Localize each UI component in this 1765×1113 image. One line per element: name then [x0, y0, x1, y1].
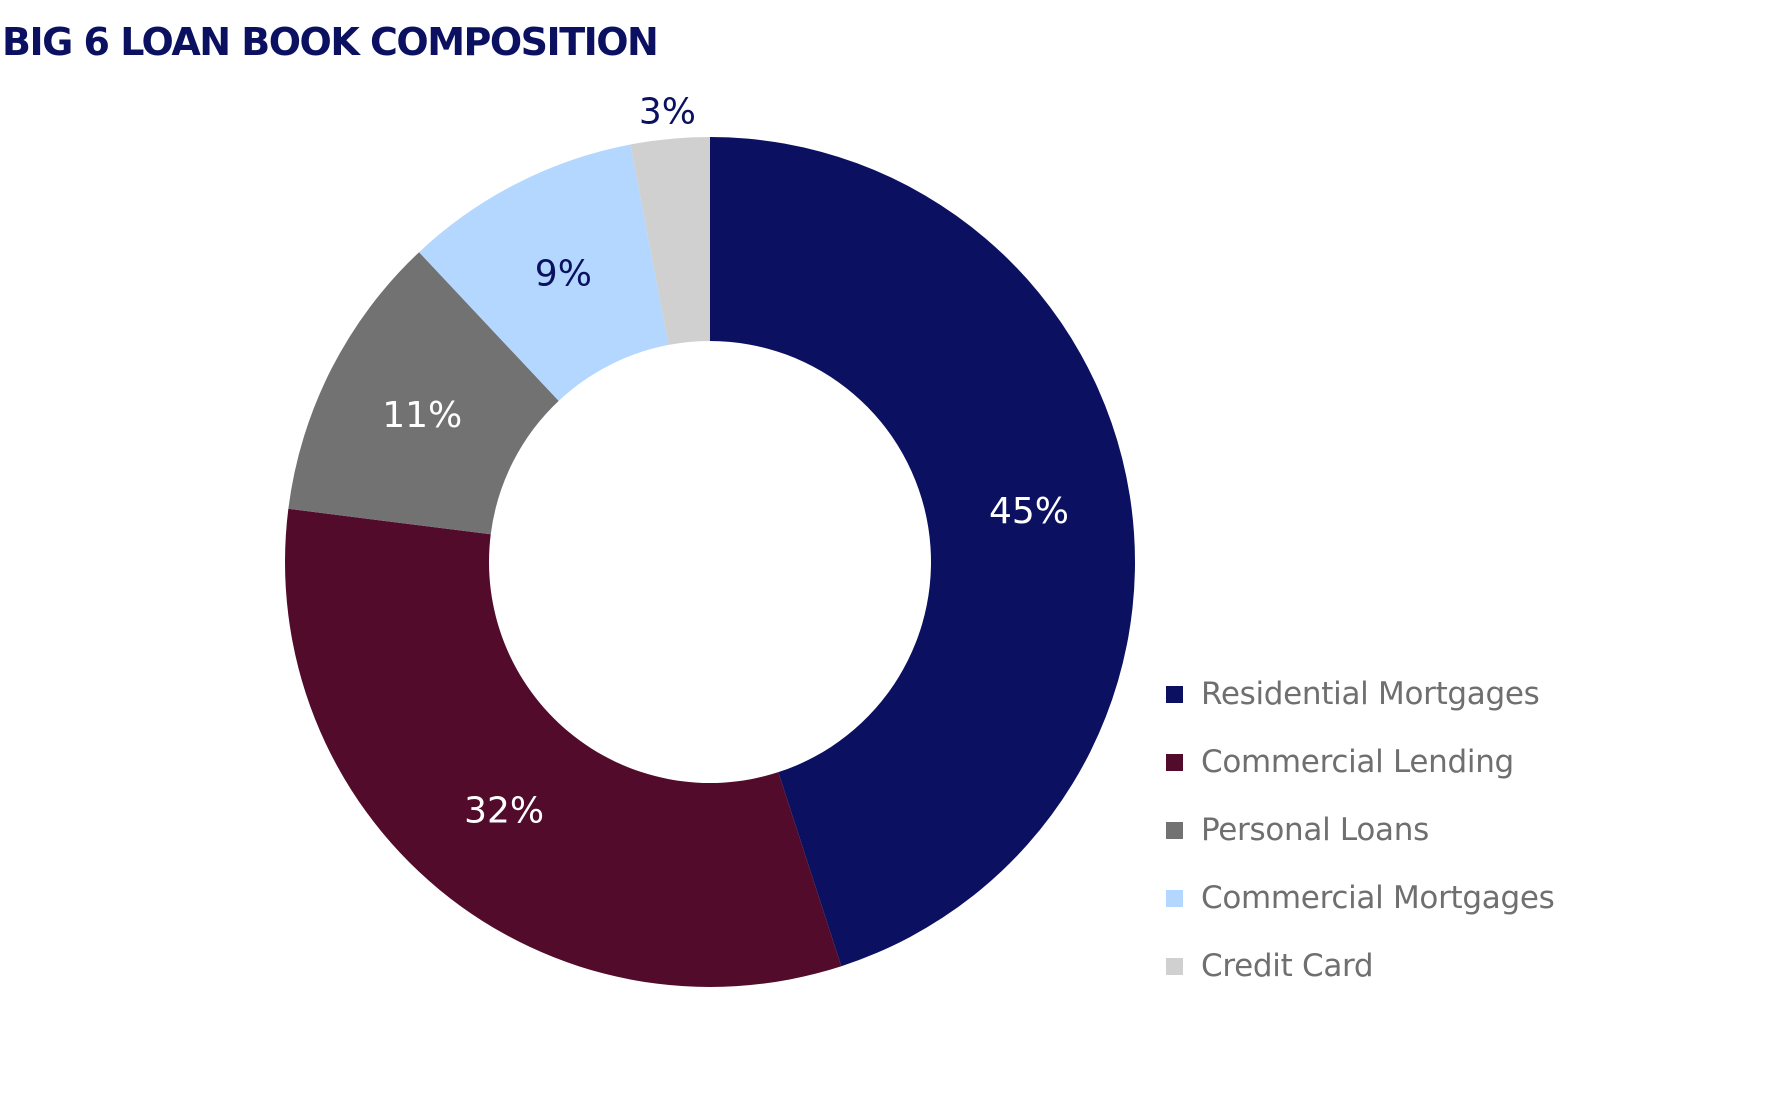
- data-label-personal-loans: 11%: [382, 395, 462, 436]
- legend-label-credit-card: Credit Card: [1201, 948, 1374, 984]
- legend-label-commercial-mortgages: Commercial Mortgages: [1201, 880, 1555, 916]
- data-label-commercial-mortgages: 9%: [535, 254, 592, 295]
- legend-label-personal-loans: Personal Loans: [1201, 812, 1429, 848]
- legend-item-personal-loans: Personal Loans: [1166, 796, 1554, 864]
- slice-residential-mortgages: [710, 137, 1135, 967]
- slice-commercial-lending: [285, 508, 842, 987]
- legend-item-commercial-mortgages: Commercial Mortgages: [1166, 864, 1555, 932]
- legend-swatch-residential-mortgages: [1166, 685, 1183, 703]
- slice-personal-loans: [288, 252, 559, 535]
- legend-swatch-commercial-lending: [1166, 753, 1183, 771]
- donut-data-labels: 45% 32% 11% 9% 3%: [382, 92, 1069, 832]
- chart-title: BIG 6 LOAN BOOK COMPOSITION: [2, 20, 659, 64]
- legend-swatch-personal-loans: [1166, 821, 1183, 839]
- legend-label-residential-mortgages: Residential Mortgages: [1201, 676, 1540, 712]
- legend-swatch-commercial-mortgages: [1166, 889, 1183, 907]
- legend-label-commercial-lending: Commercial Lending: [1201, 744, 1514, 780]
- data-label-credit-card: 3%: [639, 92, 696, 133]
- legend-swatch-credit-card: [1166, 957, 1183, 975]
- data-label-residential-mortgages: 45%: [989, 491, 1069, 532]
- slice-commercial-mortgages: [419, 144, 669, 401]
- donut-slices: [285, 137, 1135, 987]
- legend-item-credit-card: Credit Card: [1166, 932, 1554, 1000]
- chart-legend: Residential Mortgages Commercial Lending P…: [1166, 660, 1555, 1000]
- legend-item-commercial-lending: Commercial Lending: [1166, 728, 1554, 796]
- legend-item-residential-mortgages: Residential Mortgages: [1166, 660, 1554, 728]
- data-label-commercial-lending: 32%: [464, 790, 544, 831]
- slice-credit-card: [630, 137, 710, 345]
